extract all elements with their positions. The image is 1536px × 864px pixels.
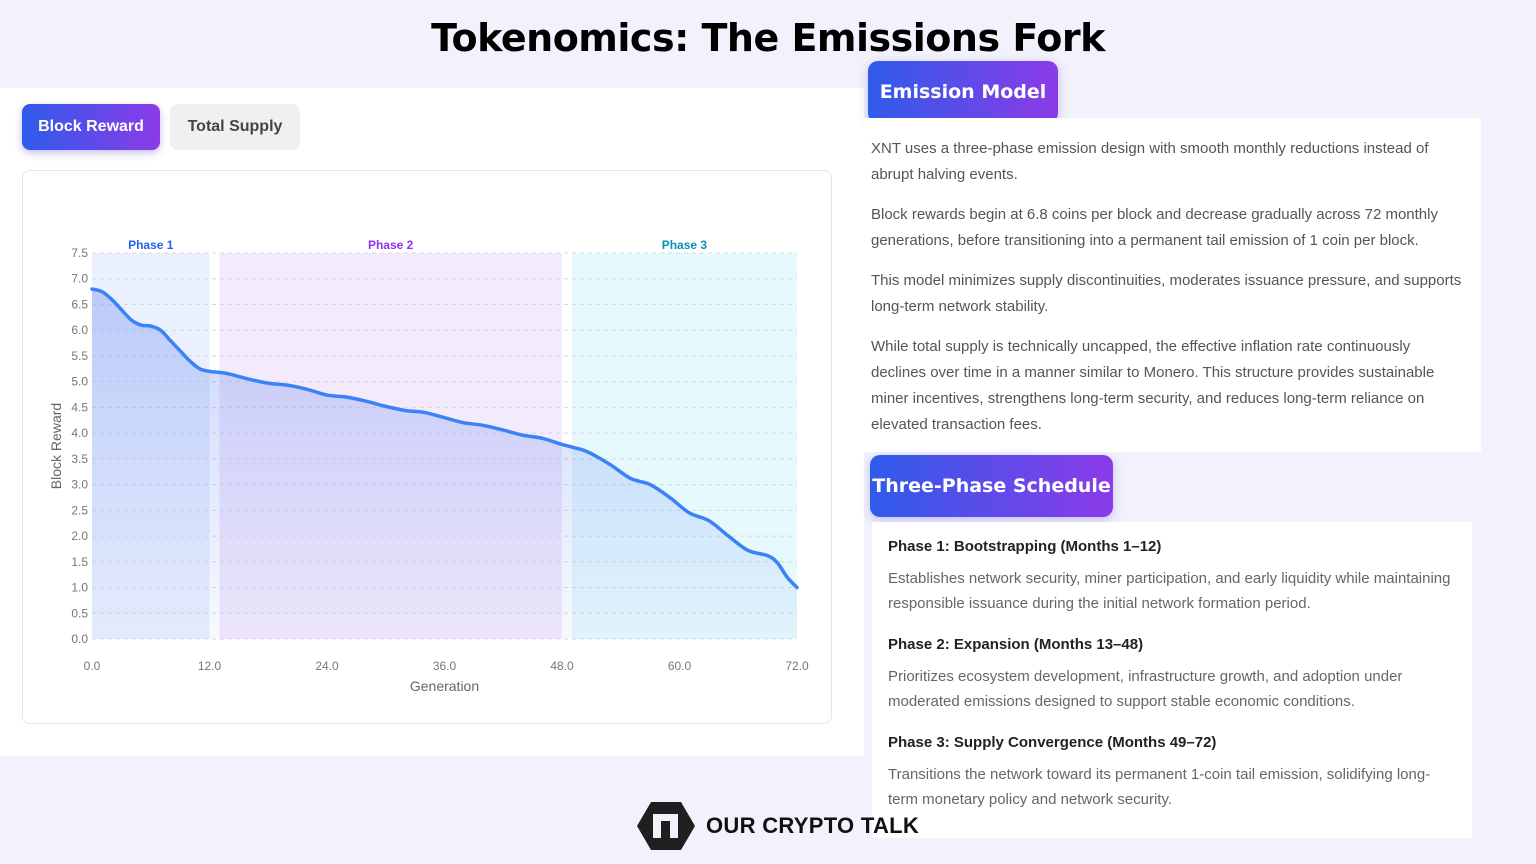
y-tick-label: 1.5 (71, 555, 88, 569)
emission-model-card: XNT uses a three-phase emission design w… (864, 118, 1481, 452)
phase-3-title: Phase 3: Supply Convergence (Months 49–7… (888, 734, 1217, 751)
phase-label-3: Phase 3 (662, 238, 708, 252)
schedule-card: Phase 1: Bootstrapping (Months 1–12) Est… (872, 522, 1472, 838)
x-tick-label: 24.0 (315, 659, 339, 673)
block-reward-chart: 0.0 0.5 1.0 1.5 2.0 2.5 3.0 3.5 4.0 4.5 5.0 5.5 6.0 6… (48, 238, 809, 694)
y-tick-label: 3.5 (71, 452, 88, 466)
phase-1-title: Phase 1: Bootstrapping (Months 1–12) (888, 538, 1162, 555)
emission-model-heading[interactable]: Emission Model (868, 61, 1058, 123)
y-tick-label: 4.0 (71, 426, 88, 440)
phase-2-desc: Prioritizes ecosystem development, infra… (888, 668, 1403, 710)
x-tick-label: 72.0 (785, 659, 809, 673)
phase-label-1: Phase 1 (128, 238, 174, 252)
emission-paragraph-1: XNT uses a three-phase emission design w… (871, 140, 1429, 183)
y-tick-label: 0.0 (71, 632, 88, 646)
tab-block-reward[interactable]: Block Reward (22, 104, 160, 150)
y-tick-label: 2.5 (71, 503, 88, 517)
x-tick-label: 60.0 (668, 659, 692, 673)
y-tick-label: 5.0 (71, 375, 88, 389)
x-tick-label: 12.0 (198, 659, 222, 673)
schedule-heading[interactable]: Three-Phase Schedule (870, 455, 1113, 517)
series-line (90, 287, 799, 590)
y-tick-label: 1.0 (71, 581, 88, 595)
y-tick-label: 3.0 (71, 478, 88, 492)
y-tick-label: 5.5 (71, 349, 88, 363)
emission-paragraph-3: This model minimizes supply discontinuit… (871, 272, 1462, 315)
y-tick-label: 2.0 (71, 529, 88, 543)
emission-paragraph-4: While total supply is technically uncapp… (871, 338, 1435, 433)
y-tick-label: 6.0 (71, 323, 88, 337)
page-title: Tokenomics: The Emissions Fork (431, 16, 1105, 60)
logo-text: OUR CRYPTO TALK (706, 813, 920, 838)
chart-panel: Block Reward Total Supply 0.0 0.5 1.0 1.5 2.… (0, 88, 864, 756)
brand-logo: OUR CRYPTO TALK (636, 800, 919, 852)
y-axis-label: Block Reward (48, 403, 64, 489)
phase-1-desc: Establishes network security, miner part… (888, 570, 1451, 612)
chart-container: 0.0 0.5 1.0 1.5 2.0 2.5 3.0 3.5 4.0 4.5 5.0 5.5 6.0 6… (22, 170, 832, 724)
y-tick-label: 7.5 (71, 246, 88, 260)
y-tick-label: 4.5 (71, 400, 88, 414)
y-tick-label: 6.5 (71, 297, 88, 311)
phase-label-2: Phase 2 (368, 238, 414, 252)
x-tick-label: 48.0 (550, 659, 574, 673)
x-tick-label: 36.0 (433, 659, 457, 673)
y-tick-label: 0.5 (71, 606, 88, 620)
area-fill (92, 289, 797, 639)
x-axis-label: Generation (410, 678, 479, 694)
logo-icon (637, 802, 695, 850)
emission-paragraph-2: Block rewards begin at 6.8 coins per blo… (871, 206, 1438, 249)
x-tick-label: 0.0 (84, 659, 101, 673)
phase-2-title: Phase 2: Expansion (Months 13–48) (888, 636, 1144, 653)
phase-3-desc: Transitions the network toward its perma… (888, 766, 1431, 808)
tab-total-supply[interactable]: Total Supply (170, 104, 300, 150)
y-tick-label: 7.0 (71, 272, 88, 286)
